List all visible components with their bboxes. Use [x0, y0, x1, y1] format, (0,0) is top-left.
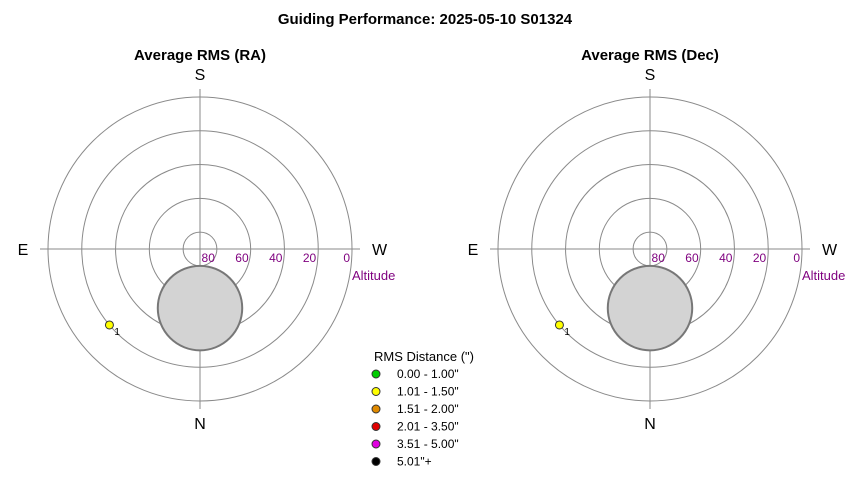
- obstruction-zone: [606, 264, 694, 352]
- direction-e: E: [468, 242, 479, 259]
- direction-s: S: [645, 67, 656, 84]
- altitude-axis-label: Altitude: [352, 268, 395, 283]
- page-title: Guiding Performance: 2025-05-10 S01324: [278, 11, 573, 28]
- legend-swatch: [371, 457, 381, 466]
- altitude-tick-40: 40: [719, 251, 733, 265]
- altitude-tick-80: 80: [202, 251, 216, 265]
- altitude-tick-80: 80: [652, 251, 666, 265]
- legend-item-label: 5.01"+: [397, 455, 432, 469]
- legend-item-label: 0.00 - 1.00": [397, 367, 459, 381]
- legend-swatch: [371, 404, 381, 414]
- legend-item-label: 2.01 - 3.50": [397, 420, 459, 434]
- altitude-tick-20: 20: [303, 251, 317, 265]
- charts-area: Average RMS (RA)SNE W80 60 40 20 0Altitude1Av…: [18, 47, 846, 433]
- data-point-label: 1: [114, 327, 120, 338]
- obstruction-zone: [156, 264, 244, 352]
- altitude-tick-60: 60: [235, 251, 249, 265]
- altitude-tick-40: 40: [269, 251, 283, 265]
- direction-w: W: [372, 242, 388, 259]
- direction-n: N: [194, 416, 206, 433]
- chart-title: Average RMS (RA): [134, 47, 266, 64]
- altitude-axis-label: Altitude: [802, 268, 845, 283]
- legend: RMS Distance (") 0.00 - 1.00" 1.01 - 1.50"…: [371, 349, 474, 469]
- direction-e: E: [18, 242, 29, 259]
- altitude-tick-0: 0: [343, 251, 350, 265]
- legend-title: RMS Distance ("): [374, 349, 474, 364]
- chart-title: Average RMS (Dec): [581, 47, 719, 64]
- legend-item-label: 3.51 - 5.00": [397, 437, 459, 451]
- legend-item-label: 1.51 - 2.00": [397, 402, 459, 416]
- data-point-label: 1: [564, 327, 570, 338]
- direction-s: S: [195, 67, 206, 84]
- data-point[interactable]: [104, 320, 114, 330]
- legend-swatch: [371, 387, 381, 396]
- direction-n: N: [644, 416, 656, 433]
- data-point[interactable]: [554, 320, 564, 330]
- legend-swatch: [371, 369, 381, 379]
- legend-item-label: 1.01 - 1.50": [397, 385, 459, 399]
- altitude-tick-0: 0: [793, 251, 800, 265]
- legend-swatch: [371, 439, 381, 449]
- legend-swatch: [371, 422, 381, 431]
- altitude-tick-60: 60: [685, 251, 699, 265]
- altitude-tick-20: 20: [753, 251, 767, 265]
- direction-w: W: [822, 242, 838, 259]
